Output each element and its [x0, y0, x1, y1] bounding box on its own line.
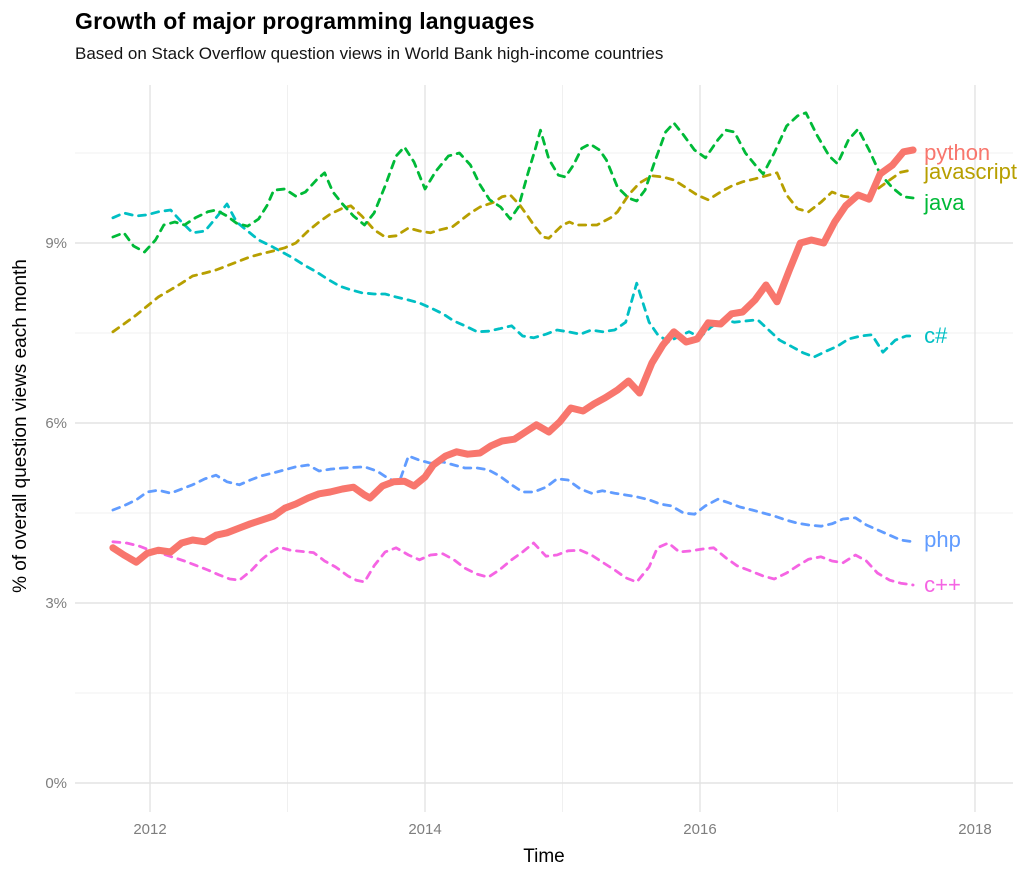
series-line-python	[109, 146, 917, 566]
series-line-c	[111, 540, 915, 587]
series-label-python: python	[924, 140, 990, 165]
y-axis-title: % of overall question views each month	[10, 259, 31, 593]
series-label-c: c++	[924, 572, 961, 597]
series-label-php: php	[924, 527, 961, 552]
x-tick-label: 2012	[133, 821, 166, 838]
y-tick-label: 3%	[45, 595, 67, 612]
x-tick-label: 2014	[408, 821, 441, 838]
series-line-java	[111, 111, 915, 254]
series-label-java: java	[923, 190, 965, 215]
series-line-c	[111, 202, 915, 359]
x-axis-title: Time	[523, 846, 565, 867]
series-line-php	[111, 454, 915, 544]
y-tick-label: 0%	[45, 775, 67, 792]
series-label-c: c#	[924, 323, 948, 348]
x-tick-label: 2018	[958, 821, 991, 838]
series-line-javascript	[111, 168, 915, 334]
y-tick-label: 6%	[45, 415, 67, 432]
x-tick-label: 2016	[683, 821, 716, 838]
chart-title: Growth of major programming languages	[75, 8, 535, 34]
y-tick-label: 9%	[45, 235, 67, 252]
chart-subtitle: Based on Stack Overflow question views i…	[75, 44, 664, 63]
series-label-javascript: javascript	[923, 159, 1017, 184]
